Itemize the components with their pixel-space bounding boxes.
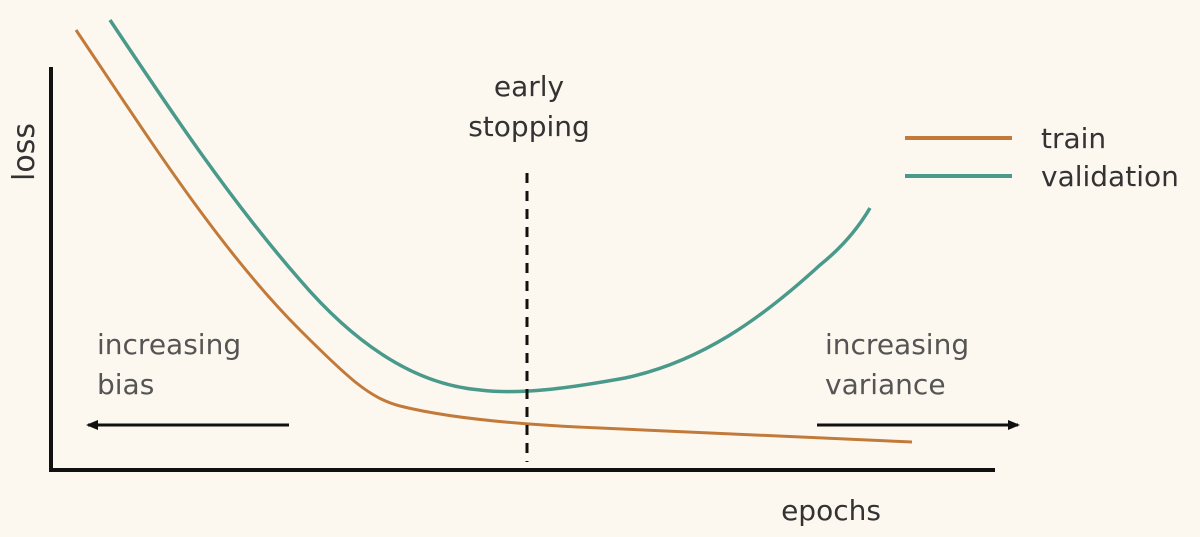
y-axis-label: loss bbox=[7, 123, 42, 181]
validation-curve bbox=[108, 19, 872, 394]
bias-label-line2: bias bbox=[97, 368, 154, 401]
legend-label-validation: validation bbox=[1041, 160, 1179, 193]
bias-label-line1: increasing bbox=[97, 328, 241, 361]
x-axis-label: epochs bbox=[781, 494, 881, 527]
legend: train validation bbox=[905, 122, 1179, 193]
legend-label-train: train bbox=[1041, 122, 1106, 155]
variance-label-line2: variance bbox=[825, 368, 946, 401]
variance-label-line1: increasing bbox=[825, 328, 969, 361]
early-stopping-label-line2: stopping bbox=[468, 110, 590, 143]
train-curve bbox=[74, 29, 913, 444]
early-stopping-label-line1: early bbox=[494, 70, 564, 103]
